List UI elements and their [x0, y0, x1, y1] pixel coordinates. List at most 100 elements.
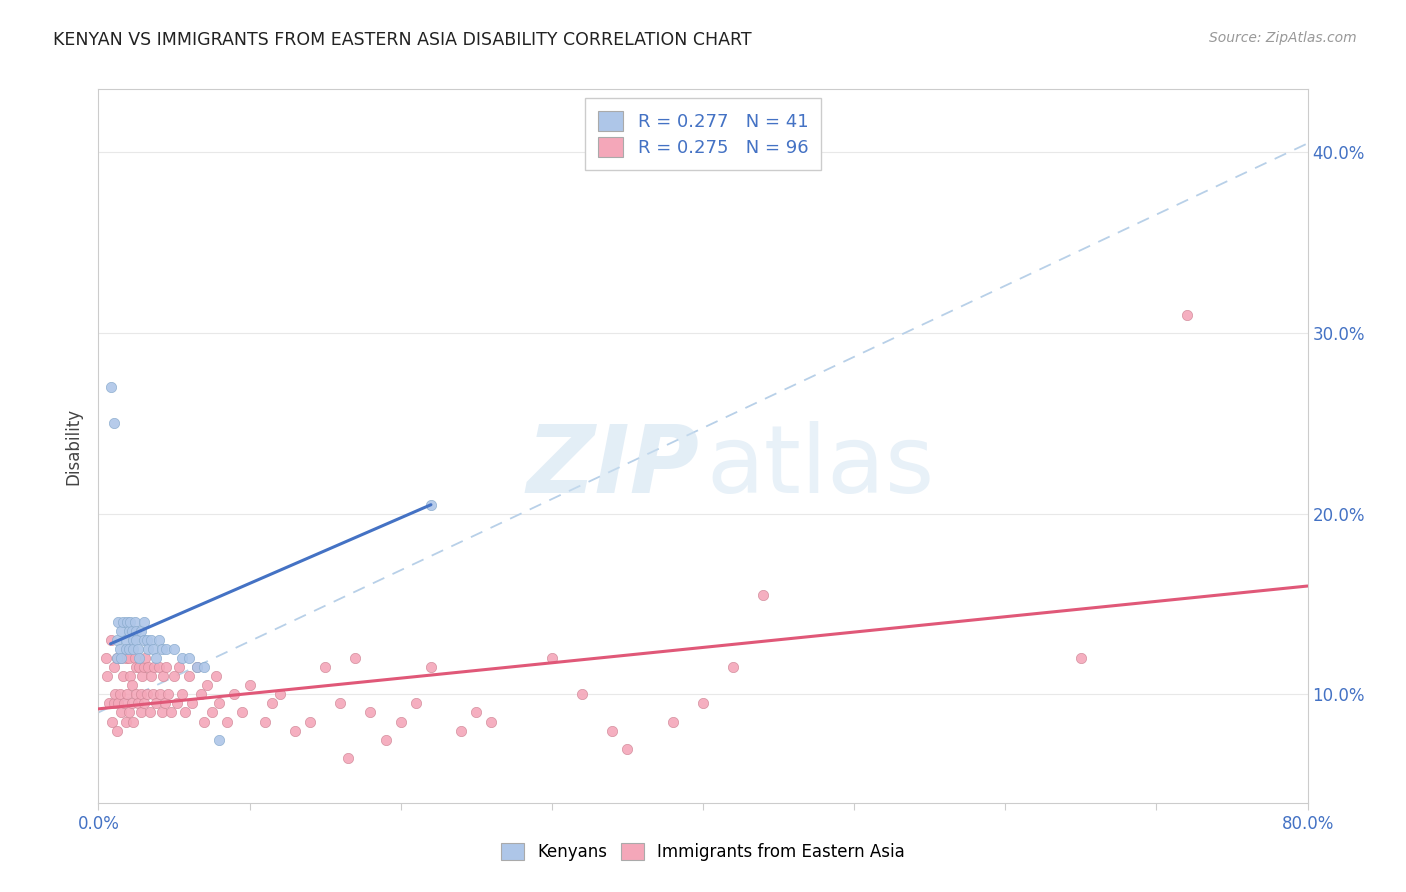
- Point: [104, 687, 127, 701]
- Point: [193, 660, 215, 674]
- Point: [115, 687, 138, 701]
- Point: [186, 660, 208, 674]
- Point: [127, 642, 149, 657]
- Point: [108, 687, 131, 701]
- Point: [1070, 651, 1092, 665]
- Point: [145, 651, 167, 665]
- Point: [136, 660, 159, 674]
- Point: [299, 714, 322, 729]
- Point: [121, 697, 143, 711]
- Point: [96, 669, 118, 683]
- Point: [103, 660, 125, 674]
- Point: [132, 633, 155, 648]
- Point: [129, 706, 152, 720]
- Point: [616, 741, 638, 756]
- Point: [128, 660, 150, 674]
- Text: Source: ZipAtlas.com: Source: ZipAtlas.com: [1209, 31, 1357, 45]
- Point: [122, 714, 145, 729]
- Point: [269, 687, 291, 701]
- Point: [215, 714, 238, 729]
- Legend: R = 0.277   N = 41, R = 0.275   N = 96: R = 0.277 N = 41, R = 0.275 N = 96: [585, 98, 821, 169]
- Point: [160, 706, 183, 720]
- Point: [110, 651, 132, 665]
- Point: [105, 723, 128, 738]
- Point: [153, 697, 176, 711]
- Point: [112, 697, 135, 711]
- Text: KENYAN VS IMMIGRANTS FROM EASTERN ASIA DISABILITY CORRELATION CHART: KENYAN VS IMMIGRANTS FROM EASTERN ASIA D…: [53, 31, 752, 49]
- Point: [115, 615, 138, 629]
- Point: [179, 651, 201, 665]
- Point: [101, 714, 124, 729]
- Point: [143, 660, 166, 674]
- Point: [374, 732, 396, 747]
- Point: [105, 651, 128, 665]
- Point: [420, 660, 443, 674]
- Point: [179, 669, 201, 683]
- Point: [167, 660, 190, 674]
- Point: [231, 706, 253, 720]
- Point: [124, 615, 146, 629]
- Y-axis label: Disability: Disability: [65, 408, 83, 484]
- Point: [110, 706, 132, 720]
- Point: [262, 697, 284, 711]
- Point: [692, 697, 714, 711]
- Point: [193, 714, 215, 729]
- Point: [129, 687, 152, 701]
- Point: [118, 706, 141, 720]
- Point: [135, 687, 157, 701]
- Point: [163, 642, 186, 657]
- Point: [208, 697, 231, 711]
- Point: [170, 651, 193, 665]
- Point: [110, 651, 132, 665]
- Point: [224, 687, 246, 701]
- Point: [420, 498, 443, 512]
- Point: [253, 714, 276, 729]
- Point: [344, 651, 367, 665]
- Point: [120, 615, 142, 629]
- Point: [100, 633, 122, 648]
- Point: [201, 706, 224, 720]
- Point: [602, 723, 624, 738]
- Point: [163, 669, 186, 683]
- Point: [124, 651, 146, 665]
- Point: [114, 714, 136, 729]
- Point: [121, 624, 143, 639]
- Point: [100, 380, 122, 394]
- Point: [142, 642, 165, 657]
- Point: [329, 697, 352, 711]
- Point: [103, 697, 125, 711]
- Point: [723, 660, 745, 674]
- Point: [94, 651, 117, 665]
- Point: [125, 633, 148, 648]
- Point: [208, 732, 231, 747]
- Point: [136, 642, 159, 657]
- Point: [105, 651, 128, 665]
- Point: [205, 669, 228, 683]
- Point: [661, 714, 683, 729]
- Point: [481, 714, 503, 729]
- Point: [150, 706, 173, 720]
- Point: [314, 660, 336, 674]
- Point: [752, 588, 775, 602]
- Point: [118, 624, 141, 639]
- Point: [465, 706, 488, 720]
- Point: [114, 633, 136, 648]
- Point: [134, 651, 156, 665]
- Point: [142, 687, 165, 701]
- Point: [166, 697, 188, 711]
- Text: ZIP: ZIP: [526, 421, 699, 514]
- Point: [149, 687, 172, 701]
- Point: [170, 687, 193, 701]
- Point: [148, 660, 170, 674]
- Legend: Kenyans, Immigrants from Eastern Asia: Kenyans, Immigrants from Eastern Asia: [494, 836, 912, 868]
- Point: [120, 669, 142, 683]
- Point: [129, 624, 152, 639]
- Point: [125, 687, 148, 701]
- Point: [132, 615, 155, 629]
- Point: [181, 697, 204, 711]
- Point: [284, 723, 307, 738]
- Point: [122, 633, 145, 648]
- Point: [450, 723, 472, 738]
- Point: [139, 706, 162, 720]
- Point: [118, 642, 141, 657]
